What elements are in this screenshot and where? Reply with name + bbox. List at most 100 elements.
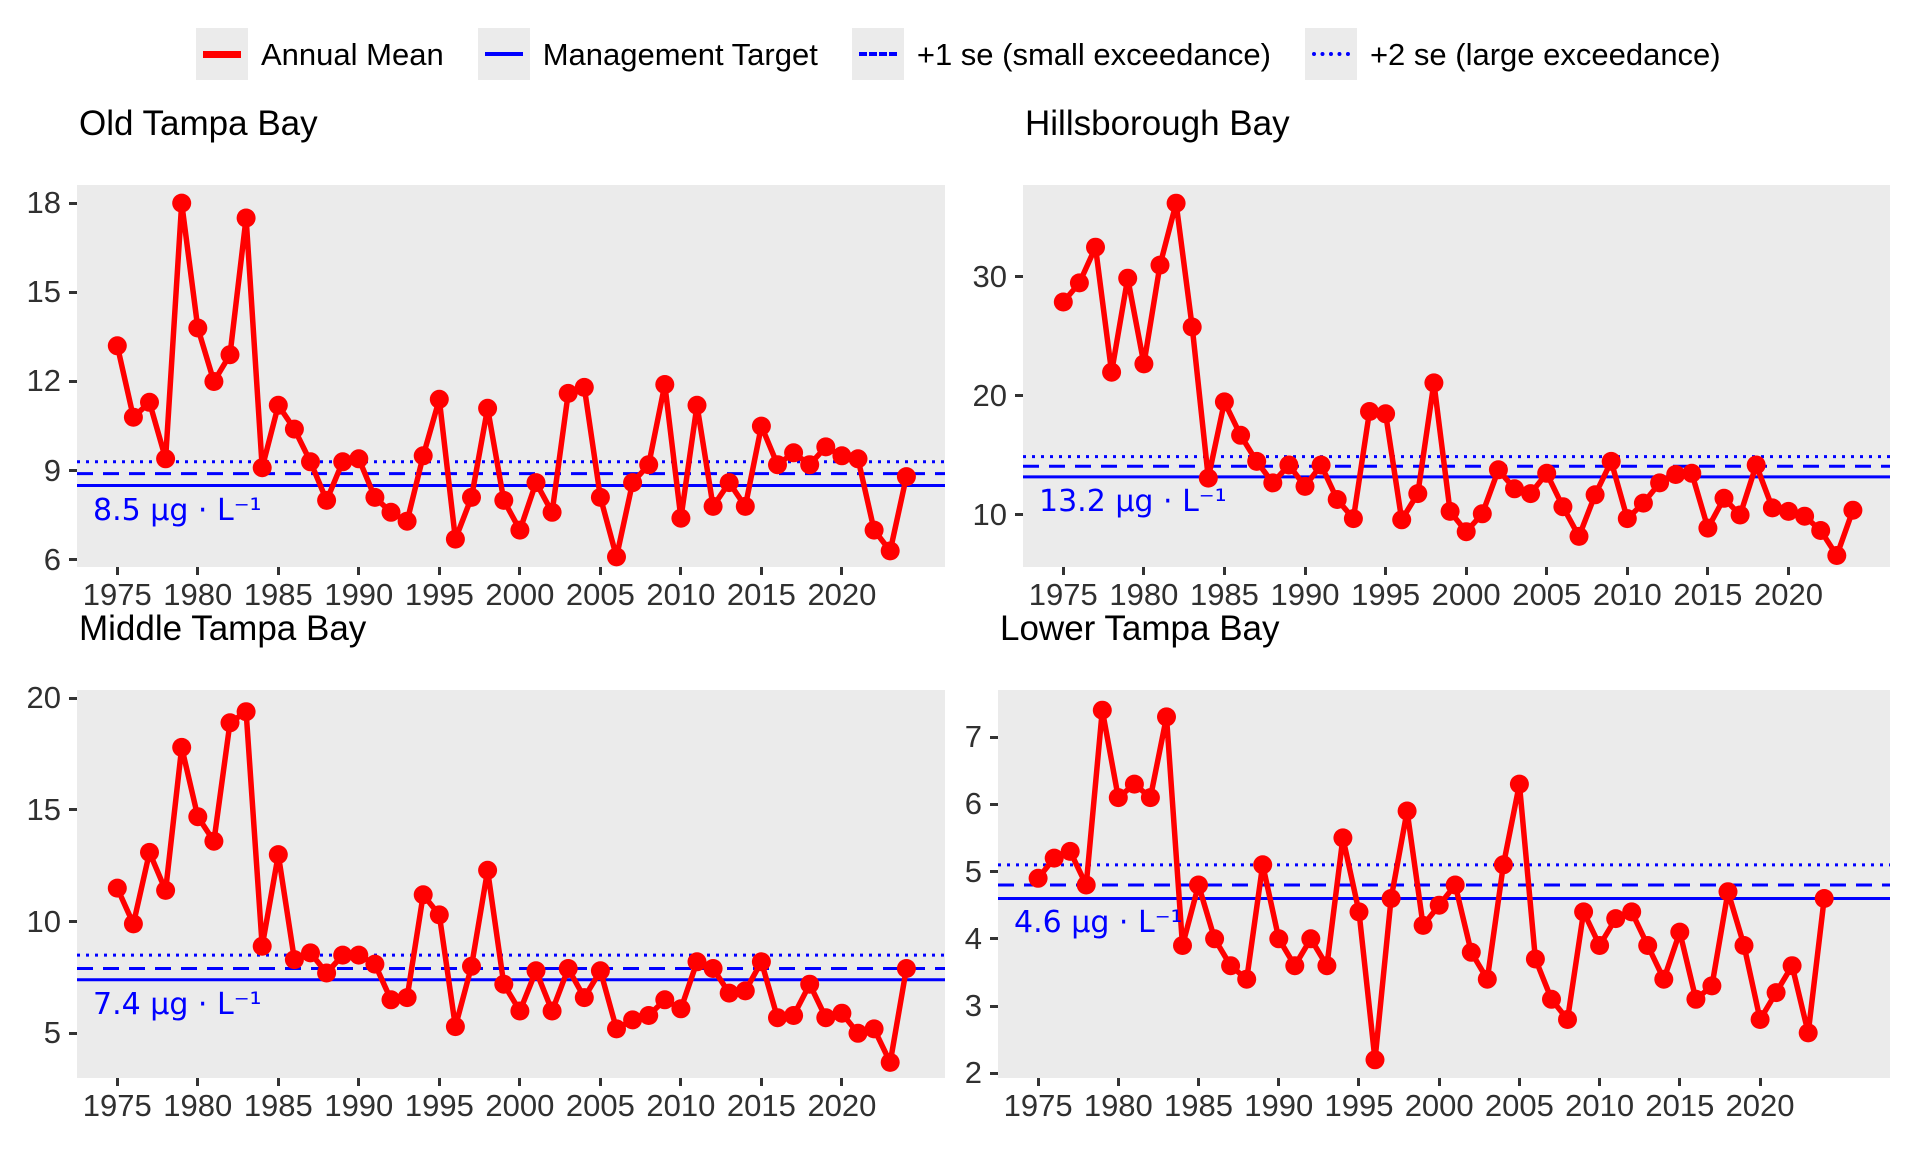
data-point xyxy=(1134,354,1154,374)
blue-solid-line-swatch-icon xyxy=(484,52,523,56)
data-point xyxy=(1247,451,1267,471)
data-point xyxy=(1633,493,1653,513)
panel-title: Middle Tampa Bay xyxy=(79,609,367,648)
x-axis-tick-label: 2010 xyxy=(1592,577,1662,612)
legend-label: Management Target xyxy=(542,36,818,72)
data-point xyxy=(301,452,320,472)
data-point xyxy=(1173,936,1192,955)
data-point xyxy=(1118,268,1138,288)
data-point xyxy=(1622,902,1642,922)
target-annotation: 13.2 µg · L⁻¹ xyxy=(1039,483,1227,519)
y-axis-tick-label: 5 xyxy=(964,853,982,889)
y-axis-tick-label: 30 xyxy=(972,258,1007,294)
x-axis-tick-mark xyxy=(1598,1078,1602,1086)
x-axis-tick-mark xyxy=(1036,1078,1040,1086)
panel-title: Hillsborough Bay xyxy=(1025,104,1290,143)
data-point xyxy=(880,1052,900,1072)
data-point xyxy=(1493,855,1513,875)
data-point xyxy=(1044,848,1064,868)
data-point xyxy=(655,990,675,1010)
x-axis-tick-mark xyxy=(1061,567,1065,575)
y-axis-tick-label: 15 xyxy=(26,274,61,310)
y-axis-tick-label: 20 xyxy=(26,680,61,716)
data-point xyxy=(381,990,401,1010)
data-point xyxy=(1182,317,1202,337)
x-axis-tick-mark xyxy=(1384,567,1388,575)
plot-canvas xyxy=(77,702,945,1072)
legend-item-plus-1-se: +1 se (small exceedance) xyxy=(851,28,1271,80)
x-axis-tick-label: 2010 xyxy=(646,577,716,612)
x-axis-tick-label: 2015 xyxy=(1645,1088,1715,1123)
data-point xyxy=(317,490,337,510)
data-point xyxy=(880,541,900,561)
y-axis-tick-mark xyxy=(990,870,998,874)
data-point xyxy=(607,547,626,567)
x-axis-tick-mark xyxy=(1357,1078,1361,1086)
y-axis-tick-label: 3 xyxy=(964,988,982,1024)
data-point xyxy=(1542,989,1561,1009)
x-axis-tick-label: 2005 xyxy=(565,577,635,612)
data-point xyxy=(1553,497,1573,517)
data-point xyxy=(1408,484,1428,504)
y-axis-tick-mark xyxy=(1015,275,1023,279)
y-axis-tick-mark xyxy=(69,1031,77,1035)
data-point xyxy=(1766,983,1786,1003)
data-point xyxy=(317,963,337,983)
data-point xyxy=(671,508,691,528)
data-point xyxy=(413,885,433,905)
data-point xyxy=(816,1008,836,1028)
data-point xyxy=(784,443,804,463)
x-axis-tick-label: 2005 xyxy=(565,1088,635,1123)
data-point xyxy=(1231,425,1251,445)
data-point xyxy=(1060,841,1080,861)
data-point xyxy=(445,1017,465,1037)
plot-area xyxy=(77,690,945,1078)
x-axis-tick-mark xyxy=(598,567,602,575)
data-point xyxy=(140,842,159,862)
data-point xyxy=(1311,455,1331,475)
data-point xyxy=(558,959,578,978)
data-point xyxy=(1827,546,1847,565)
data-point xyxy=(864,1019,884,1039)
x-axis-tick-mark xyxy=(1786,567,1790,575)
x-axis-tick-label: 2020 xyxy=(807,577,877,612)
x-axis-tick-mark xyxy=(679,1078,683,1086)
x-axis-tick-label: 1985 xyxy=(243,577,313,612)
data-point xyxy=(1429,895,1449,915)
x-axis-tick-mark xyxy=(196,1078,200,1086)
y-axis-tick-mark xyxy=(990,735,998,739)
data-point xyxy=(687,952,707,972)
x-axis-tick-mark xyxy=(759,567,763,575)
series-line xyxy=(114,708,910,1066)
data-point xyxy=(639,1006,659,1025)
data-point xyxy=(1263,473,1283,493)
data-point xyxy=(832,1003,852,1023)
data-point xyxy=(719,983,739,1003)
data-point xyxy=(1730,505,1750,525)
data-point xyxy=(768,1008,787,1028)
x-axis-tick-label: 1985 xyxy=(1189,577,1259,612)
y-axis-tick-label: 10 xyxy=(26,903,61,939)
data-point xyxy=(1413,915,1433,935)
data-point xyxy=(381,502,401,522)
data-point xyxy=(687,395,707,415)
data-point xyxy=(1782,956,1802,976)
data-point xyxy=(703,959,723,978)
y-axis-tick-mark xyxy=(990,937,998,941)
data-point xyxy=(526,473,546,493)
y-axis-tick-mark xyxy=(1015,513,1023,517)
plot-canvas xyxy=(998,700,1890,1070)
data-point xyxy=(236,702,256,722)
blue-dashed-line-swatch-icon xyxy=(858,52,897,56)
data-point xyxy=(1150,255,1170,275)
panel-title: Old Tampa Bay xyxy=(79,104,318,143)
data-point xyxy=(429,389,449,409)
plot-canvas xyxy=(1023,193,1890,565)
x-axis-tick-mark xyxy=(518,567,522,575)
data-point xyxy=(1317,956,1337,976)
data-point xyxy=(204,372,224,391)
legend-label: +1 se (small exceedance) xyxy=(916,36,1271,72)
data-point xyxy=(1214,392,1234,412)
data-point xyxy=(1569,526,1589,546)
data-point xyxy=(896,959,916,978)
